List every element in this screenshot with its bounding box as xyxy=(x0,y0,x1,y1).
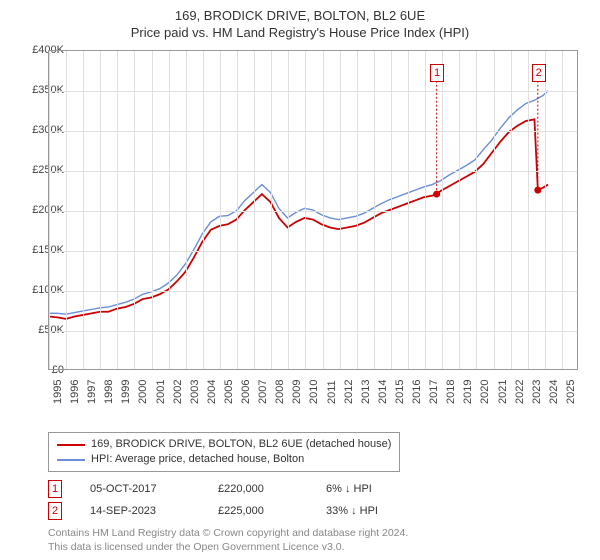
chart-container: 169, BRODICK DRIVE, BOLTON, BL2 6UE Pric… xyxy=(0,0,600,560)
x-axis-tick-label: 2012 xyxy=(343,380,355,404)
x-axis-tick-label: 2001 xyxy=(155,380,167,404)
sale-marker-box: 1 xyxy=(430,64,444,82)
x-axis-tick-label: 2004 xyxy=(206,380,218,404)
sale-row-1: 1 05-OCT-2017 £220,000 6% ↓ HPI xyxy=(48,480,416,498)
x-axis-tick-label: 2003 xyxy=(189,380,201,404)
x-axis-tick-label: 2014 xyxy=(377,380,389,404)
series-price_paid xyxy=(49,119,548,319)
x-axis-tick-label: 2019 xyxy=(462,380,474,404)
legend-swatch xyxy=(57,444,85,446)
title-block: 169, BRODICK DRIVE, BOLTON, BL2 6UE Pric… xyxy=(0,0,600,44)
x-axis-tick-label: 2025 xyxy=(565,380,577,404)
x-axis-tick-label: 2020 xyxy=(479,380,491,404)
plot-svg xyxy=(49,51,577,369)
x-axis-tick-label: 1997 xyxy=(86,380,98,404)
x-axis-tick-label: 2011 xyxy=(326,380,338,404)
sale-marker-badge: 1 xyxy=(48,480,62,498)
x-axis-tick-label: 2007 xyxy=(257,380,269,404)
series-hpi xyxy=(49,91,548,314)
chart-title-main: 169, BRODICK DRIVE, BOLTON, BL2 6UE xyxy=(0,8,600,23)
x-axis-tick-label: 1999 xyxy=(120,380,132,404)
x-axis-tick-label: 1995 xyxy=(52,380,64,404)
sale-pct-vs-hpi: 33% ↓ HPI xyxy=(326,505,416,517)
legend-label: HPI: Average price, detached house, Bolt… xyxy=(91,452,304,467)
x-axis-tick-label: 2024 xyxy=(548,380,560,404)
sale-row-2: 2 14-SEP-2023 £225,000 33% ↓ HPI xyxy=(48,502,416,520)
x-axis-tick-label: 2022 xyxy=(514,380,526,404)
sale-price: £220,000 xyxy=(218,483,298,495)
x-axis-tick-label: 2009 xyxy=(291,380,303,404)
x-axis-tick-label: 2018 xyxy=(445,380,457,404)
x-axis-tick-label: 2016 xyxy=(411,380,423,404)
sale-pct-vs-hpi: 6% ↓ HPI xyxy=(326,483,416,495)
footnote: Contains HM Land Registry data © Crown c… xyxy=(48,526,408,554)
sale-marker-badge: 2 xyxy=(48,502,62,520)
legend-row-price-paid: 169, BRODICK DRIVE, BOLTON, BL2 6UE (det… xyxy=(57,437,391,452)
x-axis-tick-label: 2021 xyxy=(497,380,509,404)
x-axis-tick-label: 2005 xyxy=(223,380,235,404)
x-axis-tick-label: 2023 xyxy=(531,380,543,404)
x-axis-tick-label: 2006 xyxy=(240,380,252,404)
footnote-line1: Contains HM Land Registry data © Crown c… xyxy=(48,526,408,540)
sale-date: 05-OCT-2017 xyxy=(90,483,190,495)
x-axis-tick-label: 2015 xyxy=(394,380,406,404)
footnote-line2: This data is licensed under the Open Gov… xyxy=(48,540,408,554)
legend-box: 169, BRODICK DRIVE, BOLTON, BL2 6UE (det… xyxy=(48,432,400,472)
chart-title-sub: Price paid vs. HM Land Registry's House … xyxy=(0,25,600,40)
sale-price: £225,000 xyxy=(218,505,298,517)
sale-marker-box: 2 xyxy=(532,64,546,82)
x-axis-tick-label: 2017 xyxy=(428,380,440,404)
legend-label: 169, BRODICK DRIVE, BOLTON, BL2 6UE (det… xyxy=(91,437,391,452)
x-axis-tick-label: 2008 xyxy=(274,380,286,404)
x-axis-tick-label: 1996 xyxy=(69,380,81,404)
plot-area xyxy=(48,50,578,370)
x-axis-tick-label: 1998 xyxy=(103,380,115,404)
x-axis-tick-label: 2000 xyxy=(137,380,149,404)
legend-row-hpi: HPI: Average price, detached house, Bolt… xyxy=(57,452,391,467)
sale-date: 14-SEP-2023 xyxy=(90,505,190,517)
x-axis-tick-label: 2002 xyxy=(172,380,184,404)
x-axis-tick-label: 2013 xyxy=(360,380,372,404)
x-axis-tick-label: 2010 xyxy=(308,380,320,404)
legend-swatch xyxy=(57,459,85,461)
